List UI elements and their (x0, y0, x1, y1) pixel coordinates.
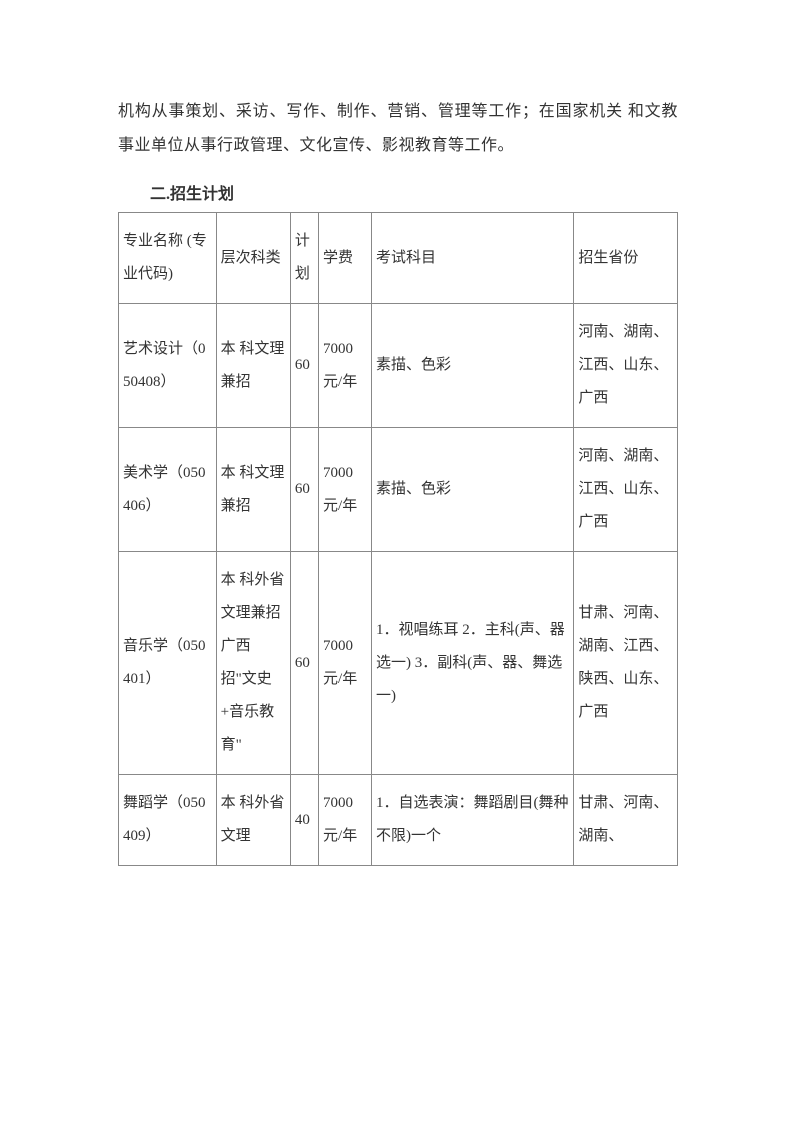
header-major: 专业名称 (专业代码) (119, 213, 217, 304)
cell-plan: 60 (290, 552, 318, 775)
cell-level: 本 科外省文理 (216, 775, 290, 866)
intro-line1: 机构从事策划、采访、写作、制作、营销、管理等工作；在国家机关 (118, 103, 623, 120)
cell-level: 本 科文理兼招 (216, 304, 290, 428)
cell-subject: 素描、色彩 (372, 428, 574, 552)
header-fee: 学费 (319, 213, 372, 304)
cell-plan: 60 (290, 304, 318, 428)
cell-fee: 7000元/年 (319, 428, 372, 552)
table-row: 舞蹈学（050409） 本 科外省文理 40 7000元/年 1．自选表演：舞蹈… (119, 775, 678, 866)
cell-subject: 1．自选表演：舞蹈剧目(舞种不限)一个 (372, 775, 574, 866)
cell-subject: 素描、色彩 (372, 304, 574, 428)
cell-plan: 40 (290, 775, 318, 866)
table-row: 美术学（050406） 本 科文理兼招 60 7000元/年 素描、色彩 河南、… (119, 428, 678, 552)
cell-level: 本 科文理兼招 (216, 428, 290, 552)
table-row: 音乐学（050401） 本 科外省文理兼招广西招"文史+音乐教育" 60 700… (119, 552, 678, 775)
cell-province: 甘肃、河南、湖南、 (574, 775, 678, 866)
section-title: 二.招生计划 (118, 180, 678, 204)
cell-fee: 7000元/年 (319, 775, 372, 866)
table-header-row: 专业名称 (专业代码) 层次科类 计划 学费 考试科目 招生省份 (119, 213, 678, 304)
cell-major: 舞蹈学（050409） (119, 775, 217, 866)
cell-fee: 7000元/年 (319, 552, 372, 775)
cell-province: 甘肃、河南、湖南、江西、陕西、山东、广西 (574, 552, 678, 775)
cell-major: 美术学（050406） (119, 428, 217, 552)
header-province: 招生省份 (574, 213, 678, 304)
cell-level: 本 科外省文理兼招广西招"文史+音乐教育" (216, 552, 290, 775)
header-plan: 计划 (290, 213, 318, 304)
cell-fee: 7000元/年 (319, 304, 372, 428)
cell-province: 河南、湖南、江西、山东、广西 (574, 304, 678, 428)
cell-plan: 60 (290, 428, 318, 552)
table-row: 艺术设计（050408） 本 科文理兼招 60 7000元/年 素描、色彩 河南… (119, 304, 678, 428)
cell-major: 艺术设计（050408） (119, 304, 217, 428)
header-level: 层次科类 (216, 213, 290, 304)
header-subject: 考试科目 (372, 213, 574, 304)
admission-plan-table: 专业名称 (专业代码) 层次科类 计划 学费 考试科目 招生省份 艺术设计（05… (118, 212, 678, 866)
intro-paragraph: 机构从事策划、采访、写作、制作、营销、管理等工作；在国家机关 和文教事业单位从事… (118, 95, 678, 162)
cell-subject: 1．视唱练耳 2．主科(声、器选一) 3．副科(声、器、舞选一) (372, 552, 574, 775)
cell-province: 河南、湖南、江西、山东、广西 (574, 428, 678, 552)
cell-major: 音乐学（050401） (119, 552, 217, 775)
